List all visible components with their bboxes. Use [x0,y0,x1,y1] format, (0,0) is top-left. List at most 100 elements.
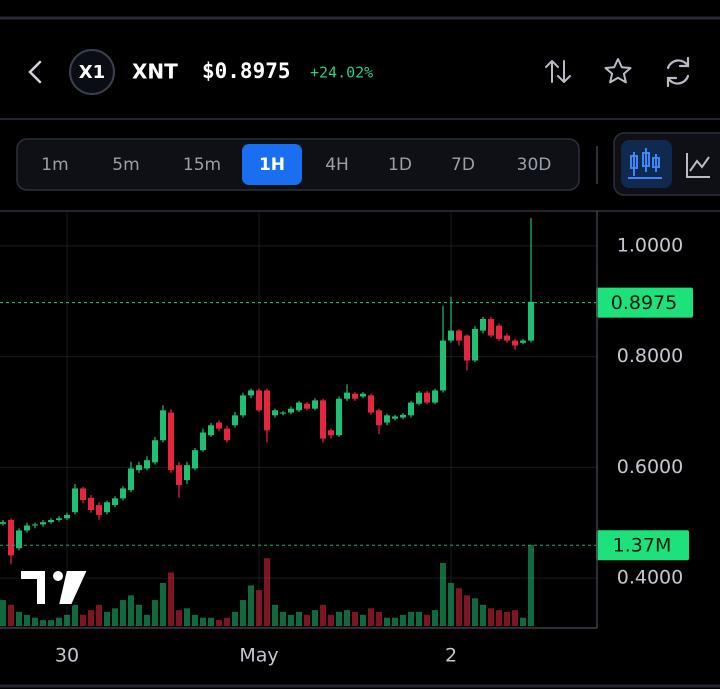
volume-bar [120,600,126,626]
volume-bar [328,614,334,626]
volume-label: 1.37M [613,535,672,557]
volume-bar [48,620,54,626]
volume-bar [392,617,398,626]
volume-bar [472,598,478,626]
price: $0.8975 [202,59,291,83]
candle-body [512,340,518,346]
candle-body [64,514,70,519]
volume-bar [80,614,86,626]
refresh-icon[interactable] [666,56,690,88]
volume-bar [344,610,350,626]
token-logo [69,49,115,95]
symbol: XNT [132,60,178,84]
volume-bar [176,610,182,626]
volume-bar [136,604,142,626]
candle-body [376,410,382,426]
candle-body [296,402,302,411]
x-tick-label: May [239,645,278,667]
candle-body [168,412,174,471]
candle-body [528,301,534,341]
candle-body [16,530,22,549]
interval-tab[interactable]: 15m [183,155,221,175]
favorite-icon[interactable] [604,58,632,84]
candle-body [312,400,318,409]
price-label: 0.8975 [611,292,677,314]
candle-body [272,410,278,416]
candle-body [96,505,102,515]
volume-bar [128,595,134,626]
interval-tab[interactable]: 1m [41,155,68,175]
volume-bar [416,611,422,626]
volume-bar [384,617,390,626]
candle-body [320,400,326,439]
volume-bar [216,620,222,626]
volume-bar [248,585,254,626]
volume-label-box [596,530,689,561]
interval-tab[interactable]: 1D [388,155,412,175]
candle-body [488,318,494,336]
candle-body [48,519,54,523]
watermark-logo [19,569,90,606]
volume-bar [0,600,6,626]
token-logo-text: X1 [79,62,105,83]
volume-bar [312,610,318,626]
volume-bar [16,611,22,626]
candle-body [104,502,110,513]
interval-tab[interactable]: 7D [451,155,475,175]
volume-bar [200,617,206,626]
volume-bar [264,558,270,626]
candle-body [288,408,294,413]
volume-bar [496,610,502,626]
candle-body [88,497,94,510]
y-tick-label: 1.0000 [617,234,683,256]
volume-bar [240,600,246,626]
candle-body [0,522,6,524]
volume-bar [56,617,62,626]
active-tab[interactable] [242,144,302,185]
volume-bar [432,610,438,626]
volume-bar [144,614,150,626]
candle-body [432,390,438,403]
volume-bars [0,545,534,626]
interval-tab[interactable]: 4H [325,155,349,175]
interval-tab[interactable]: 30D [517,155,552,175]
candle-body [120,488,126,499]
candle-body [480,318,486,331]
y-tick-label: 0.6000 [617,456,683,478]
volume-bar [352,611,358,626]
candle-body [400,414,406,418]
candle-body [416,392,422,404]
volume-bar [232,611,238,626]
candle-body [208,425,214,436]
volume-bar [488,608,494,626]
candle-body [112,498,118,506]
interval-tab[interactable]: 1H [259,155,285,175]
candle-body [216,422,222,429]
volume-bar [304,614,310,626]
volume-bar [424,614,430,626]
volume-bar [24,614,30,626]
candle-body [448,330,454,341]
volume-bar [72,604,78,626]
candle-body [280,412,286,414]
volume-bar [288,614,294,626]
volume-bar [224,617,230,626]
candle-body [80,488,86,501]
volume-bar [336,611,342,626]
volume-bar [96,604,102,626]
back-button[interactable] [28,60,42,84]
candle-body [504,335,510,341]
volume-bar [8,604,14,626]
candle-body [240,395,246,416]
swap-icon[interactable] [545,60,571,83]
candle-body [384,415,390,423]
volume-bar [104,611,110,626]
candle-body [392,416,398,419]
candle-body [496,325,502,339]
interval-tab[interactable]: 5m [112,155,139,175]
line-mode-button[interactable] [686,153,710,178]
candle-body [200,432,206,451]
volume-bar [368,608,374,626]
price-label-box [596,287,693,318]
